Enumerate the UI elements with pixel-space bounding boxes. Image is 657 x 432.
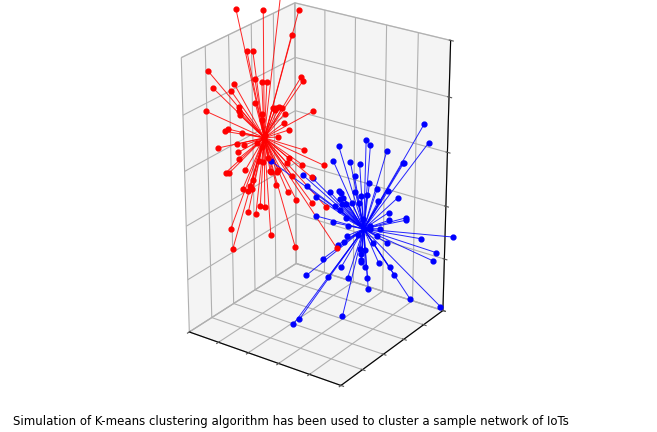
Text: Simulation of K-means clustering algorithm has been used to cluster a sample net: Simulation of K-means clustering algorit… — [13, 415, 569, 428]
